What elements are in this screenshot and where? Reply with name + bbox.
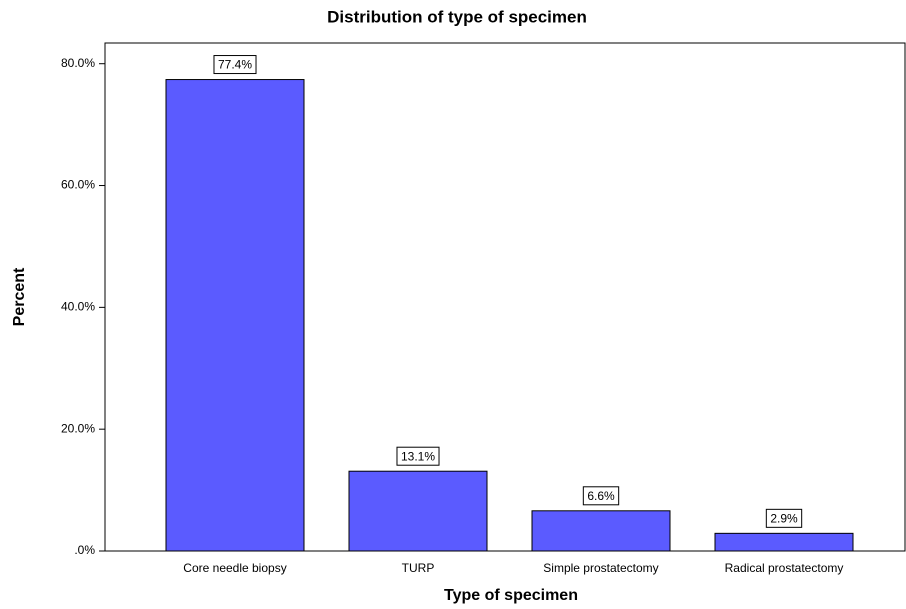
- value-label: 77.4%: [218, 58, 252, 72]
- chart-title: Distribution of type of specimen: [327, 7, 587, 26]
- plot-frame: [104, 42, 906, 552]
- y-axis-title: Percent: [11, 267, 28, 326]
- x-tick-label: Simple prostatectomy: [543, 561, 658, 575]
- value-label-box: [396, 446, 440, 466]
- y-tick-label: 60.0%: [61, 178, 95, 192]
- bar: [348, 470, 488, 552]
- x-tick-label: Core needle biopsy: [183, 561, 286, 575]
- y-tick-label: .0%: [74, 543, 95, 557]
- x-axis-title: Type of specimen: [444, 587, 578, 604]
- bar: [714, 532, 854, 552]
- y-tick-label: 20.0%: [61, 421, 95, 435]
- value-label-box: [765, 508, 803, 528]
- y-tick-label: 40.0%: [61, 300, 95, 314]
- x-tick-label: Radical prostatectomy: [725, 561, 844, 575]
- value-label: 13.1%: [401, 449, 435, 463]
- bar: [531, 510, 671, 552]
- value-label: 2.9%: [770, 512, 798, 526]
- y-tick-label: 80.0%: [61, 56, 95, 70]
- value-label-box: [213, 55, 257, 75]
- value-label-box: [582, 486, 620, 506]
- x-tick-label: TURP: [402, 561, 435, 575]
- value-label: 6.6%: [587, 489, 615, 503]
- bar: [165, 79, 305, 552]
